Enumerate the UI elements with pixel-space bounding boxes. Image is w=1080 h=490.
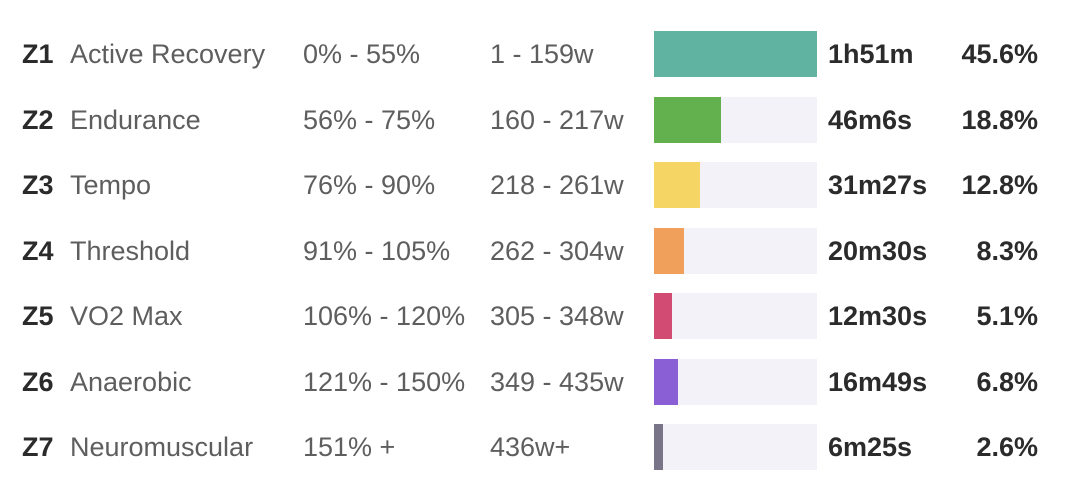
zone-share: 2.6%	[976, 432, 1038, 462]
zone-row-z2: Z2 Endurance 56% - 75% 160 - 217w 46m6s 18.8%	[0, 97, 1080, 163]
zone-share: 45.6%	[961, 39, 1038, 69]
zone-bar-fill	[654, 31, 817, 77]
zone-name: Active Recovery	[70, 39, 266, 69]
zone-share: 5.1%	[976, 301, 1038, 331]
zone-time: 46m6s	[828, 105, 913, 135]
zone-watt-range: 1 - 159w	[490, 39, 594, 69]
zone-percent-range: 106% - 120%	[303, 301, 466, 331]
zone-bar-track	[654, 424, 817, 470]
zone-percent-range: 91% - 105%	[303, 236, 451, 266]
zone-share: 12.8%	[961, 170, 1038, 200]
zone-watt-range: 262 - 304w	[490, 236, 624, 266]
zone-share: 18.8%	[961, 105, 1038, 135]
zone-percent-range: 76% - 90%	[303, 170, 436, 200]
zone-bar-fill	[654, 228, 684, 274]
zone-name: Tempo	[70, 170, 152, 200]
zone-row-z6: Z6 Anaerobic 121% - 150% 349 - 435w 16m49s 6.…	[0, 359, 1080, 425]
zone-time: 6m25s	[828, 432, 913, 462]
zone-percent-range: 121% - 150%	[303, 367, 466, 397]
zone-id: Z3	[22, 170, 54, 200]
zone-row-z7: Z7 Neuromuscular 151% + 436w+ 6m25s 2.6%	[0, 424, 1080, 490]
zone-watt-range: 436w+	[490, 432, 571, 462]
zone-row-z4: Z4 Threshold 91% - 105% 262 - 304w 20m30s 8.3…	[0, 228, 1080, 294]
zone-bar-track	[654, 31, 817, 77]
zone-share: 6.8%	[976, 367, 1038, 397]
zone-percent-range: 0% - 55%	[303, 39, 421, 69]
zone-bar-track	[654, 359, 817, 405]
zone-share: 8.3%	[976, 236, 1038, 266]
zone-time: 16m49s	[828, 367, 928, 397]
zone-name: Anaerobic	[70, 367, 192, 397]
zone-watt-range: 218 - 261w	[490, 170, 624, 200]
zone-id: Z7	[22, 432, 54, 462]
zone-id: Z5	[22, 301, 54, 331]
zone-bar-track	[654, 228, 817, 274]
zone-bar-fill	[654, 97, 721, 143]
zone-time: 31m27s	[828, 170, 928, 200]
zone-bar-fill	[654, 293, 672, 339]
zone-name: VO2 Max	[70, 301, 183, 331]
zone-bar-fill	[654, 359, 678, 405]
zone-watt-range: 349 - 435w	[490, 367, 624, 397]
zone-id: Z2	[22, 105, 54, 135]
zone-bar-track	[654, 293, 817, 339]
zone-bar-fill	[654, 424, 663, 470]
zone-bar-track	[654, 97, 817, 143]
zone-bar-track	[654, 162, 817, 208]
zone-row-z3: Z3 Tempo 76% - 90% 218 - 261w 31m27s 12.8%	[0, 162, 1080, 228]
zone-id: Z1	[22, 39, 54, 69]
zone-time: 12m30s	[828, 301, 928, 331]
zone-id: Z6	[22, 367, 54, 397]
zone-name: Neuromuscular	[70, 432, 254, 462]
zone-time: 20m30s	[828, 236, 928, 266]
zone-name: Endurance	[70, 105, 201, 135]
zone-row-z1: Z1 Active Recovery 0% - 55% 1 - 159w 1h51m 45…	[0, 31, 1080, 97]
zone-time: 1h51m	[828, 39, 914, 69]
zone-watt-range: 160 - 217w	[490, 105, 624, 135]
zone-bar-fill	[654, 162, 700, 208]
zone-row-z5: Z5 VO2 Max 106% - 120% 305 - 348w 12m30s 5.1%	[0, 293, 1080, 359]
zone-name: Threshold	[70, 236, 191, 266]
zone-percent-range: 56% - 75%	[303, 105, 436, 135]
zone-percent-range: 151% +	[303, 432, 396, 462]
zone-watt-range: 305 - 348w	[490, 301, 624, 331]
zone-id: Z4	[22, 236, 54, 266]
